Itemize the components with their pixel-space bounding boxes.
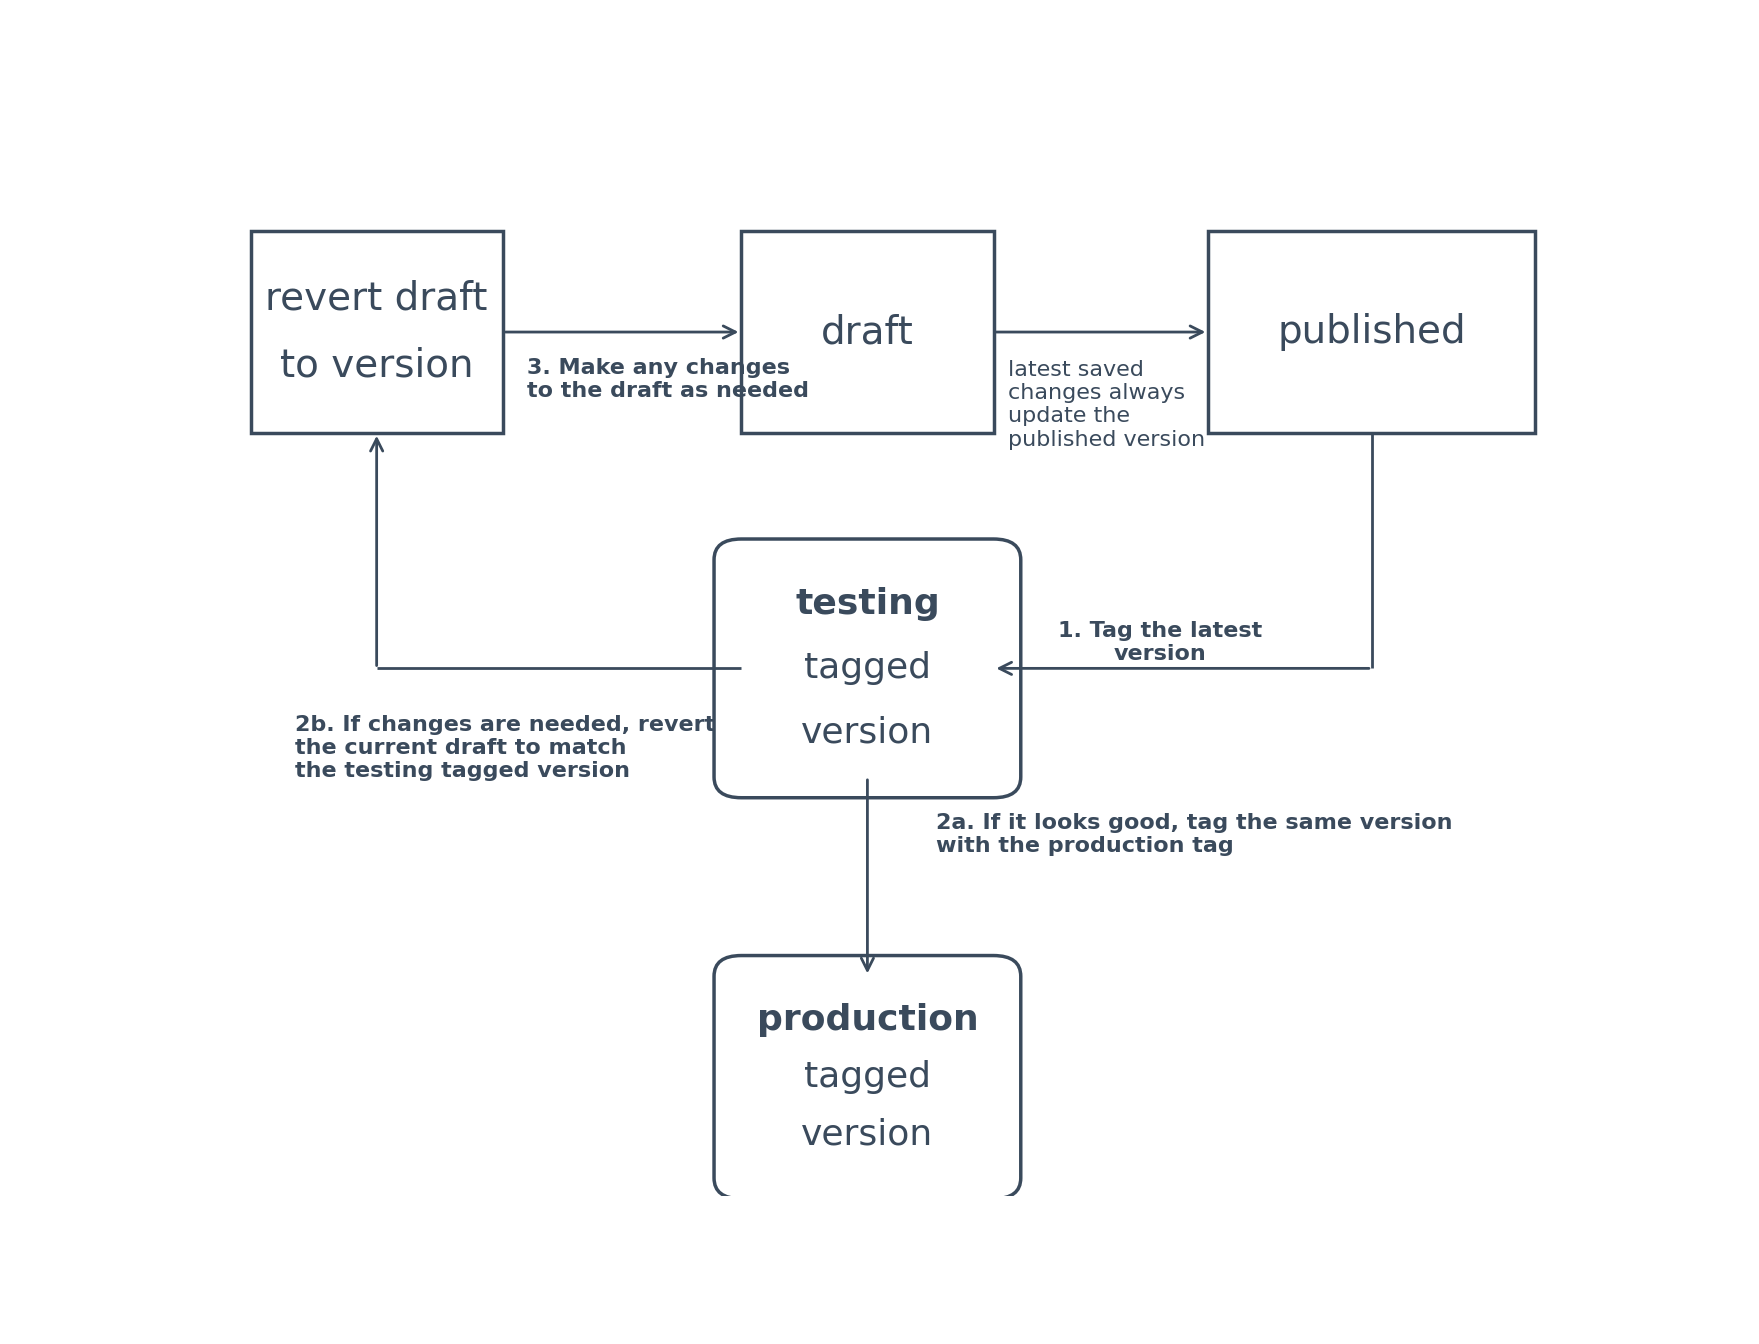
FancyBboxPatch shape <box>714 539 1020 798</box>
FancyBboxPatch shape <box>1208 231 1536 433</box>
FancyBboxPatch shape <box>250 231 503 433</box>
Text: testing: testing <box>795 587 939 621</box>
Text: 1. Tag the latest
version: 1. Tag the latest version <box>1059 621 1263 664</box>
Text: draft: draft <box>821 313 913 351</box>
Text: to version: to version <box>280 347 473 384</box>
FancyBboxPatch shape <box>741 231 994 433</box>
Text: 3. Make any changes
to the draft as needed: 3. Make any changes to the draft as need… <box>526 358 809 401</box>
Text: production: production <box>756 1003 978 1038</box>
Text: version: version <box>802 715 934 750</box>
Text: 2b. If changes are needed, revert
the current draft to match
the testing tagged : 2b. If changes are needed, revert the cu… <box>296 715 716 781</box>
Text: tagged: tagged <box>804 652 931 685</box>
FancyBboxPatch shape <box>714 956 1020 1199</box>
Text: revert draft: revert draft <box>266 280 487 317</box>
Text: tagged: tagged <box>804 1060 931 1094</box>
Text: published: published <box>1277 313 1465 351</box>
Text: 2a. If it looks good, tag the same version
with the production tag: 2a. If it looks good, tag the same versi… <box>936 813 1453 856</box>
Text: version: version <box>802 1117 934 1150</box>
Text: latest saved
changes always
update the
published version: latest saved changes always update the p… <box>1008 360 1205 450</box>
